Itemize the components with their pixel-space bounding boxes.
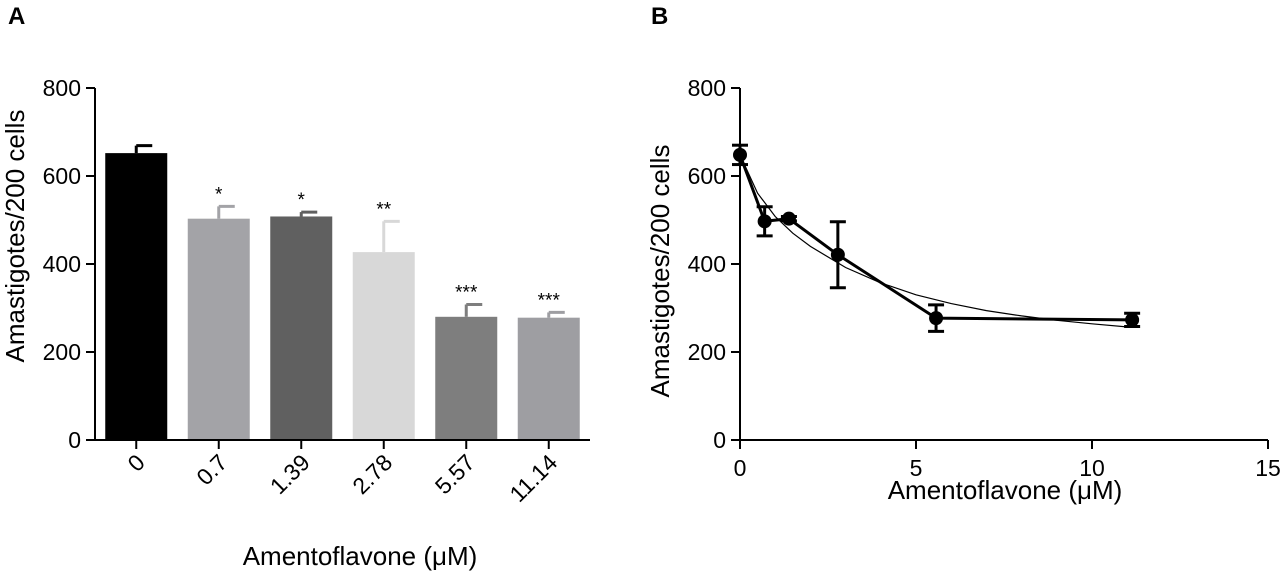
x-tick-label: 11.14	[504, 449, 562, 507]
panel-a-bars	[105, 153, 580, 440]
x-tick-label: 15	[1255, 455, 1281, 481]
panel-b: B 0 200 400 600 800 0 5 10 15 Amastigotes/200 c…	[645, 3, 1281, 505]
panel-a-significance-marks: * * ***** ***	[215, 184, 560, 311]
y-tick-label: 0	[68, 427, 81, 453]
data-point	[757, 214, 772, 229]
y-tick-label: 0	[713, 427, 726, 453]
y-tick-label: 200	[688, 339, 726, 365]
significance-mark: ***	[538, 290, 561, 311]
y-tick-label: 800	[688, 75, 726, 101]
panel-a-error-bars	[134, 144, 565, 318]
panel-b-points	[733, 147, 1140, 327]
panel-b-fitted-curve	[739, 154, 1133, 328]
y-tick-label: 600	[43, 163, 81, 189]
data-point	[781, 211, 796, 226]
significance-mark: *	[215, 184, 223, 205]
y-tick-label: 200	[43, 339, 81, 365]
x-tick-label: 10	[1079, 455, 1105, 481]
panel-b-y-axis-title: Amastigotes/200 cells	[645, 145, 675, 398]
x-tick-label: 5.57	[430, 449, 480, 499]
data-point	[929, 311, 944, 326]
y-tick-label: 400	[43, 251, 81, 277]
significance-mark: ***	[455, 282, 478, 303]
bar	[187, 218, 250, 440]
panel-b-x-axis-ticks: 0 5 10 15	[734, 440, 1281, 481]
bar	[352, 252, 415, 440]
panel-a-y-axis-ticks: 0 200 400 600 800	[43, 75, 95, 453]
panel-a-x-axis-title: Amentoflavone (μM)	[243, 541, 478, 571]
data-point	[830, 247, 845, 262]
x-tick-label: 1.39	[265, 449, 315, 499]
data-point	[733, 147, 747, 162]
y-tick-label: 600	[688, 163, 726, 189]
bar	[435, 316, 498, 440]
x-tick-label: 0	[734, 455, 747, 481]
bar	[270, 216, 333, 440]
x-tick-label: 2.78	[347, 449, 397, 499]
bar	[517, 317, 580, 440]
panel-b-label: B	[651, 3, 668, 30]
significance-mark: **	[376, 199, 391, 220]
y-tick-label: 800	[43, 75, 81, 101]
panel-b-observed-line	[738, 154, 1133, 322]
panel-b-x-axis-title: Amentoflavone (μM)	[888, 475, 1123, 505]
panel-a-label: A	[8, 3, 25, 30]
bar	[105, 153, 168, 440]
panel-b-error-bars	[732, 143, 1141, 333]
significance-mark: *	[298, 190, 306, 211]
data-point	[1125, 312, 1140, 327]
panel-a-x-axis-ticks: 0 0.7 1.39 2.78 5.57 11.14	[122, 440, 562, 507]
x-tick-label: 5	[910, 455, 923, 481]
x-tick-label: 0.7	[191, 449, 232, 490]
panel-a-y-axis-title: Amastigotes/200 cells	[0, 110, 30, 363]
panel-b-y-axis-ticks: 0 200 400 600 800	[688, 75, 740, 453]
x-tick-label: 0	[122, 449, 149, 476]
y-tick-label: 400	[688, 251, 726, 277]
